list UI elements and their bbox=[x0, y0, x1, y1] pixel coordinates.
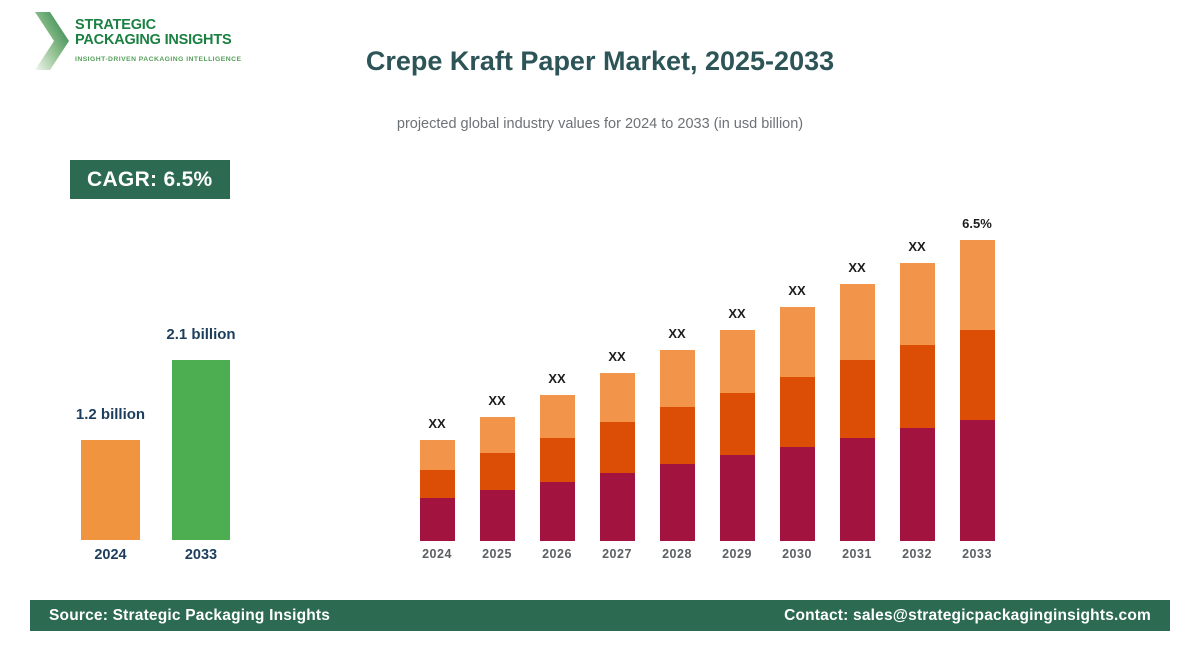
stacked-bar-column: XX 2032 bbox=[887, 239, 947, 564]
bottom-segment bbox=[839, 438, 875, 541]
mini-bar-value-label: 1.2 billion bbox=[75, 406, 146, 423]
bar-value-label: XX bbox=[488, 393, 506, 408]
bar-year-label: 2033 bbox=[962, 547, 992, 561]
middle-segment bbox=[959, 330, 995, 420]
middle-segment bbox=[659, 407, 695, 464]
stacked-bar bbox=[779, 307, 815, 541]
bar-year-label: 2027 bbox=[602, 547, 632, 561]
stacked-bar-column: XX 2028 bbox=[647, 326, 707, 564]
stacked-bar-column: XX 2026 bbox=[527, 371, 587, 564]
stacked-bar-chart: XX 2024 XX 2025 XX 2026 XX 2027 XX 2028 XX 2029 XX 20… bbox=[407, 196, 1007, 564]
stacked-bar-column: 6.5% 2033 bbox=[947, 216, 1007, 564]
brand-name-line2: PACKAGING INSIGHTS bbox=[75, 32, 232, 48]
summary-bar-chart: 1.2 billion 2024 2.1 billion 2033 bbox=[60, 320, 270, 564]
stacked-bar bbox=[839, 284, 875, 541]
stacked-bar bbox=[959, 240, 995, 541]
bottom-segment bbox=[479, 490, 515, 541]
bottom-segment bbox=[779, 447, 815, 541]
middle-segment bbox=[779, 377, 815, 447]
bar-year-label: 2028 bbox=[662, 547, 692, 561]
middle-segment bbox=[599, 422, 635, 473]
middle-segment bbox=[419, 470, 455, 498]
stacked-bar bbox=[659, 350, 695, 541]
stacked-bar bbox=[479, 417, 515, 541]
stacked-bar bbox=[599, 373, 635, 541]
cagr-badge: CAGR: 6.5% bbox=[70, 160, 230, 199]
stacked-bar bbox=[719, 330, 755, 541]
brand-name-line1: STRATEGIC bbox=[75, 17, 156, 33]
mini-bar bbox=[172, 360, 230, 540]
bottom-segment bbox=[659, 464, 695, 541]
bar-value-label: XX bbox=[548, 371, 566, 386]
bottom-segment bbox=[899, 428, 935, 541]
stacked-bar-column: XX 2031 bbox=[827, 260, 887, 564]
bar-value-label: XX bbox=[788, 283, 806, 298]
bar-year-label: 2029 bbox=[722, 547, 752, 561]
footer-bar: Source: Strategic Packaging Insights Con… bbox=[30, 600, 1170, 631]
middle-segment bbox=[719, 393, 755, 455]
stacked-bar-column: XX 2029 bbox=[707, 306, 767, 564]
bar-value-label: XX bbox=[428, 416, 446, 431]
stacked-bar-column: XX 2025 bbox=[467, 393, 527, 564]
top-segment bbox=[659, 350, 695, 407]
chevron-arrow-icon bbox=[35, 12, 69, 70]
brand-tagline: INSIGHT-DRIVEN PACKAGING INTELLIGENCE bbox=[75, 56, 242, 63]
stacked-bar-column: XX 2024 bbox=[407, 416, 467, 564]
middle-segment bbox=[539, 438, 575, 482]
top-segment bbox=[479, 417, 515, 453]
top-segment bbox=[899, 263, 935, 345]
bar-year-label: 2031 bbox=[842, 547, 872, 561]
middle-segment bbox=[479, 453, 515, 490]
stacked-bar-column: XX 2030 bbox=[767, 283, 827, 564]
bar-year-label: 2024 bbox=[422, 547, 452, 561]
top-segment bbox=[959, 240, 995, 330]
bottom-segment bbox=[719, 455, 755, 541]
top-segment bbox=[539, 395, 575, 438]
middle-segment bbox=[899, 345, 935, 428]
bottom-segment bbox=[419, 498, 455, 541]
middle-segment bbox=[839, 360, 875, 438]
top-segment bbox=[719, 330, 755, 393]
bar-value-label: XX bbox=[728, 306, 746, 321]
bar-year-label: 2026 bbox=[542, 547, 572, 561]
page-title: Crepe Kraft Paper Market, 2025-2033 bbox=[365, 46, 835, 76]
footer-source-text: Source: Strategic Packaging Insights bbox=[49, 606, 331, 624]
mini-bar-column: 1.2 billion 2024 bbox=[76, 407, 145, 564]
bottom-segment bbox=[539, 482, 575, 541]
brand-logo-text: STRATEGIC PACKAGING INSIGHTS INSIGHT-DRI… bbox=[75, 10, 242, 64]
page-subtitle: projected global industry values for 202… bbox=[396, 116, 804, 132]
mini-bar-year-label: 2024 bbox=[94, 547, 127, 563]
mini-bar-year-label: 2033 bbox=[184, 547, 218, 563]
footer-contact-text: Contact: sales@strategicpackaginginsight… bbox=[784, 606, 1151, 624]
bar-value-label: 6.5% bbox=[962, 216, 992, 231]
bar-year-label: 2032 bbox=[902, 547, 932, 561]
top-segment bbox=[839, 284, 875, 360]
bar-value-label: XX bbox=[908, 239, 926, 254]
top-segment bbox=[419, 440, 455, 470]
bottom-segment bbox=[959, 420, 995, 541]
stacked-bar bbox=[899, 263, 935, 541]
mini-bar bbox=[81, 440, 140, 540]
stacked-bar bbox=[539, 395, 575, 541]
mini-bar-value-label: 2.1 billion bbox=[166, 326, 236, 343]
bar-value-label: XX bbox=[668, 326, 686, 341]
brand-logo: STRATEGIC PACKAGING INSIGHTS INSIGHT-DRI… bbox=[35, 10, 241, 70]
mini-bar-column: 2.1 billion 2033 bbox=[166, 327, 235, 564]
top-segment bbox=[599, 373, 635, 422]
bar-value-label: XX bbox=[608, 349, 626, 364]
stacked-bar bbox=[419, 440, 455, 541]
stacked-bar-column: XX 2027 bbox=[587, 349, 647, 564]
bar-year-label: 2025 bbox=[482, 547, 512, 561]
bar-year-label: 2030 bbox=[782, 547, 812, 561]
bar-value-label: XX bbox=[848, 260, 866, 275]
top-segment bbox=[779, 307, 815, 377]
bottom-segment bbox=[599, 473, 635, 541]
